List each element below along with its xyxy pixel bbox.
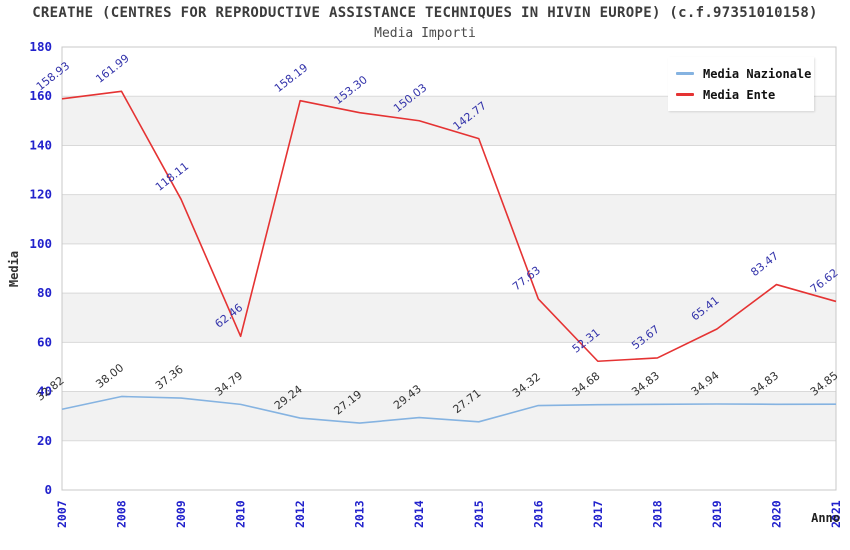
plot-band xyxy=(62,391,836,441)
page-subtitle: Media Importi xyxy=(374,26,476,41)
media-ente-swatch-icon xyxy=(676,93,694,96)
y-tick-label: 100 xyxy=(29,236,52,251)
x-tick-label: 2014 xyxy=(412,500,426,528)
data-label-media-ente: 83.47 xyxy=(748,249,781,279)
page-title: CREATHE (CENTRES FOR REPRODUCTIVE ASSIST… xyxy=(32,5,818,21)
legend-item-media-ente[interactable]: Media Ente xyxy=(676,84,814,105)
series-line-media-ente xyxy=(61,90,837,363)
series-line-media-nazionale xyxy=(61,395,837,424)
x-tick-label: 2021 xyxy=(829,500,843,528)
y-tick-label: 180 xyxy=(29,39,52,54)
x-tick-label: 2018 xyxy=(650,500,664,528)
plot-band xyxy=(62,194,836,244)
data-label-media-ente: 158.93 xyxy=(34,59,72,93)
y-tick-label: 80 xyxy=(37,285,52,300)
x-tick-label: 2015 xyxy=(472,500,486,528)
plot-border xyxy=(61,46,837,491)
data-label-media-nazionale: 37.36 xyxy=(153,363,186,393)
x-tick-label: 2016 xyxy=(531,500,545,528)
plot-band xyxy=(62,293,836,343)
legend-label: Media Nazionale xyxy=(703,66,812,81)
data-label-media-ente: 161.99 xyxy=(93,52,131,86)
y-tick-label: 20 xyxy=(37,433,52,448)
data-label-media-ente: 158.19 xyxy=(272,61,310,95)
x-tick-label: 2017 xyxy=(591,500,605,528)
x-tick-label: 2012 xyxy=(293,500,307,528)
y-tick-label: 120 xyxy=(29,187,52,202)
media-nazionale-swatch-icon xyxy=(676,72,694,75)
y-tick-label: 40 xyxy=(37,384,52,399)
data-label-media-nazionale: 38.00 xyxy=(93,361,126,391)
data-label-media-ente: 118.11 xyxy=(153,160,191,194)
x-tick-label: 2009 xyxy=(174,500,188,528)
y-axis-title: Media xyxy=(7,250,21,288)
x-axis-title: Anno xyxy=(811,511,840,525)
y-tick-label: 160 xyxy=(29,88,52,103)
x-tick-label: 2020 xyxy=(769,500,783,528)
x-tick-label: 2013 xyxy=(353,500,367,528)
legend: Media Nazionale Media Ente xyxy=(668,57,814,111)
x-tick-label: 2007 xyxy=(55,500,69,528)
y-tick-label: 60 xyxy=(37,334,52,349)
y-tick-label: 0 xyxy=(44,482,52,497)
x-tick-label: 2019 xyxy=(710,500,724,528)
legend-item-media-nazionale[interactable]: Media Nazionale xyxy=(676,63,814,84)
legend-label: Media Ente xyxy=(703,87,776,102)
y-tick-label: 140 xyxy=(29,137,52,152)
x-tick-label: 2010 xyxy=(234,500,248,528)
x-tick-label: 2008 xyxy=(115,500,129,528)
